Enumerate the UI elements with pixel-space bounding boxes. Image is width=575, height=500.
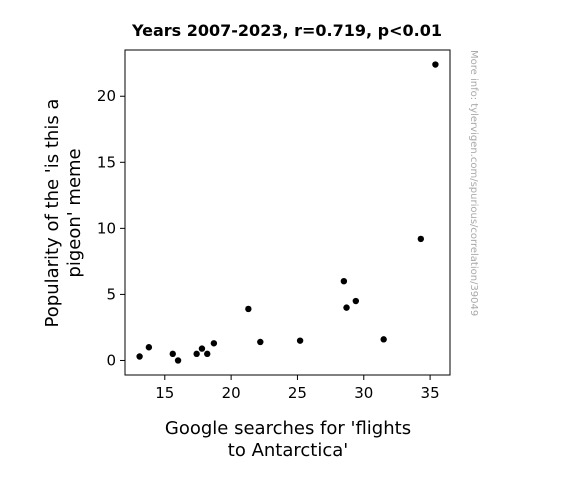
- x-tick-label-15: 15: [155, 384, 174, 402]
- x-axis: 15 20 25 30 35: [155, 375, 440, 402]
- plot-frame: [124, 49, 451, 376]
- y-tick-label-0: 0: [106, 351, 116, 369]
- chart-title: Years 2007-2023, r=0.719, p<0.01: [131, 21, 442, 40]
- data-point-16: [417, 235, 425, 243]
- plot-area: [124, 49, 451, 376]
- y-tick-label-15: 15: [97, 153, 116, 171]
- data-point-11: [296, 337, 304, 344]
- watermark-text: More info: tylervigen.com/spurious/corre…: [468, 50, 479, 316]
- x-tick-label-25: 25: [288, 384, 307, 402]
- data-point-14: [352, 297, 360, 305]
- x-tick-label-20: 20: [222, 384, 241, 402]
- y-tick-label-10: 10: [97, 219, 116, 237]
- data-point-5: [193, 350, 200, 358]
- data-point-7: [204, 350, 211, 358]
- x-tick-label-35: 35: [421, 384, 440, 402]
- data-point-17: [432, 61, 439, 68]
- data-point-2: [145, 344, 153, 351]
- x-tick-label-30: 30: [354, 384, 373, 402]
- y-axis-title-line-2: pigeon' meme: [64, 148, 85, 277]
- data-point-12: [340, 277, 348, 285]
- data-point-15: [380, 336, 387, 343]
- data-point-6: [198, 345, 206, 352]
- y-axis-title: Popularity of the 'is this a pigeon' mem…: [42, 99, 85, 328]
- data-point-9: [245, 305, 252, 313]
- data-point-4: [174, 357, 182, 364]
- data-point-8: [210, 340, 218, 347]
- x-axis-title-line-2: to Antarctica': [228, 440, 348, 461]
- data-point-10: [257, 338, 264, 346]
- data-point-3: [169, 350, 176, 358]
- x-axis-title-line-1: Google searches for 'flights: [165, 418, 411, 439]
- y-tick-label-20: 20: [97, 87, 116, 105]
- data-point-13: [343, 304, 350, 311]
- y-tick-label-5: 5: [106, 285, 116, 303]
- watermark: More info: tylervigen.com/spurious/corre…: [468, 50, 479, 316]
- data-point-1: [136, 353, 143, 360]
- y-axis-title-line-1: Popularity of the 'is this a: [42, 99, 63, 328]
- y-axis: 0 5 10 15 20: [97, 87, 125, 369]
